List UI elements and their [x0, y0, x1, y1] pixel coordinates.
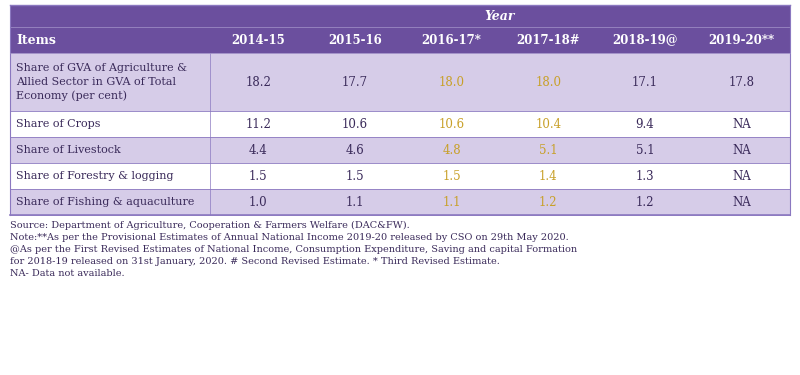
- Text: Items: Items: [16, 33, 56, 46]
- Text: 2015-16: 2015-16: [328, 33, 382, 46]
- Text: @As per the First Revised Estimates of National Income, Consumption Expenditure,: @As per the First Revised Estimates of N…: [10, 245, 577, 254]
- Text: 1.2: 1.2: [539, 195, 558, 208]
- Text: Share of Fishing & aquaculture: Share of Fishing & aquaculture: [16, 197, 194, 207]
- Text: Year: Year: [485, 9, 515, 22]
- Text: NA: NA: [732, 170, 751, 183]
- Text: Note:**As per the Provisional Estimates of Annual National Income 2019-20 releas: Note:**As per the Provisional Estimates …: [10, 233, 569, 242]
- Bar: [10, 5, 790, 27]
- Text: NA- Data not available.: NA- Data not available.: [10, 269, 125, 278]
- Text: 10.6: 10.6: [342, 117, 368, 130]
- Text: 1.5: 1.5: [249, 170, 268, 183]
- Text: for 2018-19 released on 31st January, 2020. # Second Revised Estimate. * Third R: for 2018-19 released on 31st January, 20…: [10, 257, 500, 266]
- Text: 1.1: 1.1: [442, 195, 461, 208]
- Text: 4.6: 4.6: [346, 144, 364, 156]
- Text: Share of GVA of Agriculture &
Allied Sector in GVA of Total
Economy (per cent): Share of GVA of Agriculture & Allied Sec…: [16, 63, 187, 100]
- Text: 2018-19@: 2018-19@: [612, 33, 678, 46]
- Text: 18.0: 18.0: [535, 75, 562, 88]
- Text: Share of Forestry & logging: Share of Forestry & logging: [16, 171, 174, 181]
- Text: 18.0: 18.0: [438, 75, 465, 88]
- Text: 5.1: 5.1: [539, 144, 558, 156]
- Text: NA: NA: [732, 144, 751, 156]
- Text: 17.8: 17.8: [729, 75, 754, 88]
- Text: 9.4: 9.4: [636, 117, 654, 130]
- Text: 1.2: 1.2: [636, 195, 654, 208]
- Text: 1.4: 1.4: [539, 170, 558, 183]
- Text: Share of Crops: Share of Crops: [16, 119, 101, 129]
- Text: 17.1: 17.1: [632, 75, 658, 88]
- Bar: [10, 53, 790, 111]
- Text: 1.5: 1.5: [442, 170, 461, 183]
- Text: NA: NA: [732, 117, 751, 130]
- Text: 5.1: 5.1: [636, 144, 654, 156]
- Bar: [10, 163, 790, 189]
- Bar: [10, 189, 790, 215]
- Text: 17.7: 17.7: [342, 75, 368, 88]
- Text: 10.4: 10.4: [535, 117, 562, 130]
- Text: 2019-20**: 2019-20**: [709, 33, 774, 46]
- Text: 4.8: 4.8: [442, 144, 461, 156]
- Text: Source: Department of Agriculture, Cooperation & Farmers Welfare (DAC&FW).: Source: Department of Agriculture, Coope…: [10, 221, 410, 230]
- Text: 11.2: 11.2: [246, 117, 271, 130]
- Bar: [10, 137, 790, 163]
- Bar: [10, 111, 790, 137]
- Text: 2014-15: 2014-15: [231, 33, 286, 46]
- Text: 10.6: 10.6: [438, 117, 465, 130]
- Text: 1.1: 1.1: [346, 195, 364, 208]
- Text: 4.4: 4.4: [249, 144, 268, 156]
- Text: 1.0: 1.0: [249, 195, 268, 208]
- Text: NA: NA: [732, 195, 751, 208]
- Text: 2016-17*: 2016-17*: [422, 33, 482, 46]
- Text: 18.2: 18.2: [246, 75, 271, 88]
- Text: 1.3: 1.3: [636, 170, 654, 183]
- Text: Share of Livestock: Share of Livestock: [16, 145, 121, 155]
- Bar: [10, 27, 790, 53]
- Text: 1.5: 1.5: [346, 170, 364, 183]
- Text: 2017-18#: 2017-18#: [517, 33, 580, 46]
